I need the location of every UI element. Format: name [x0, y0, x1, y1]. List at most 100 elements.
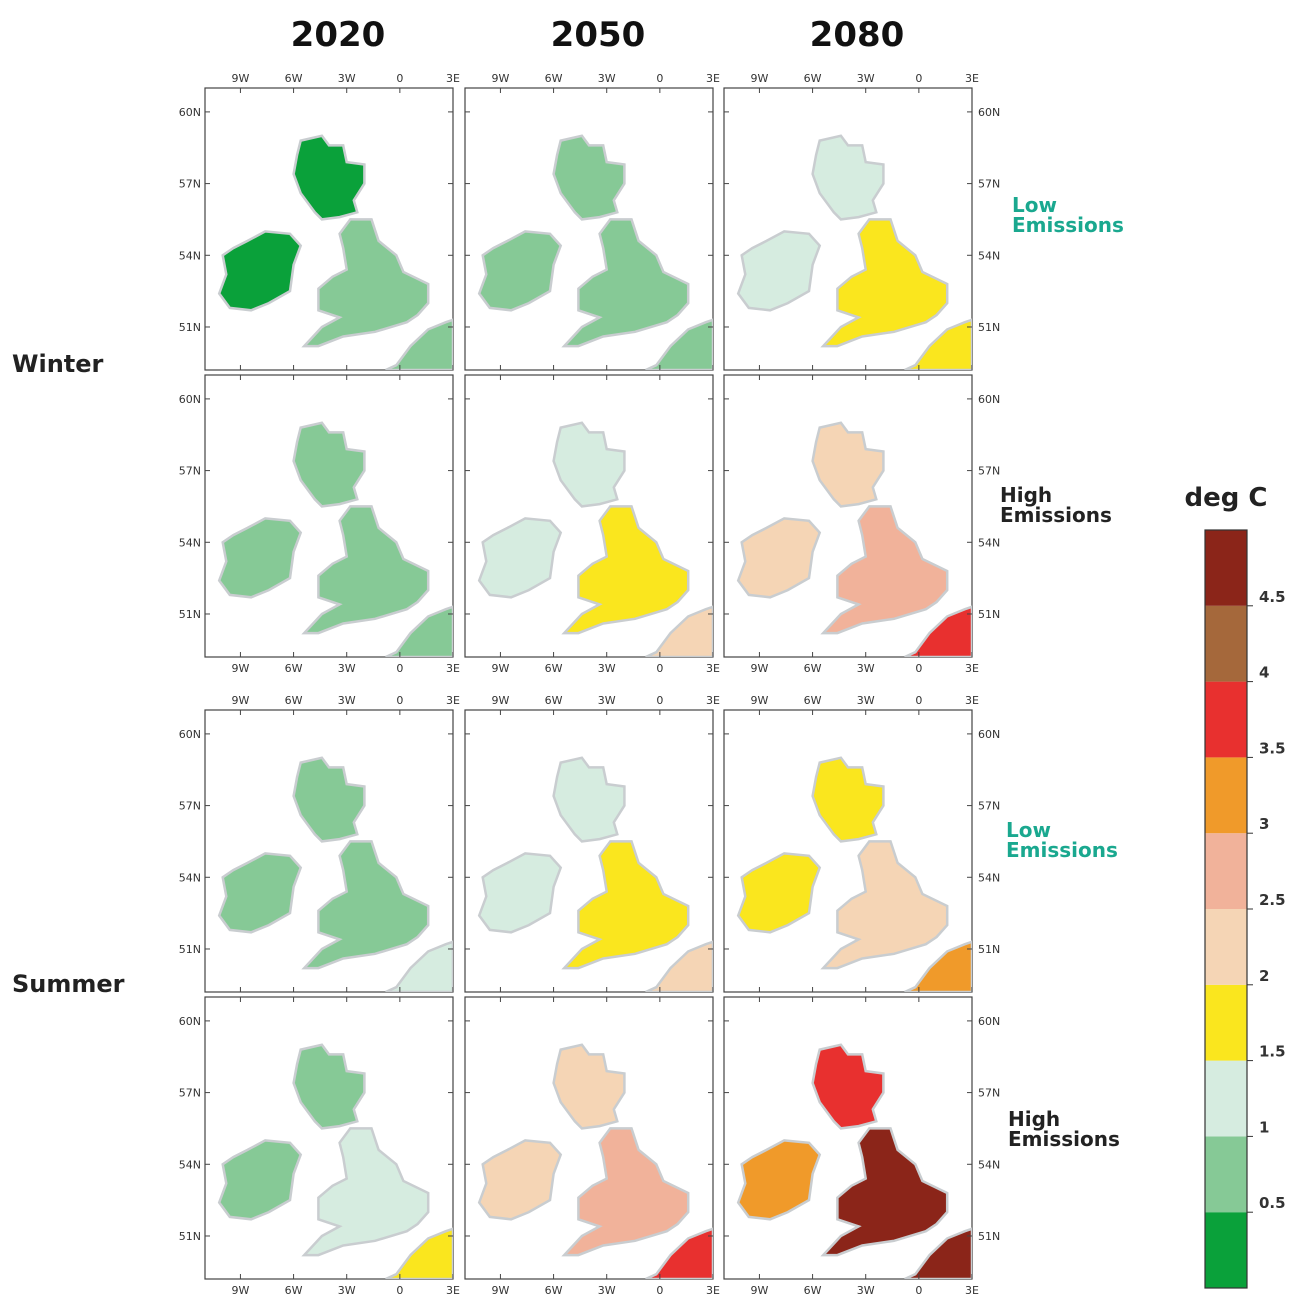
lon-tick-label: 3E [706, 72, 720, 85]
lon-tick-label: 3W [598, 694, 616, 707]
lat-tick-label: 51N [179, 943, 201, 956]
colorbar-tick-label: 3.5 [1259, 739, 1286, 757]
lat-tick-label: 57N [978, 1087, 1000, 1100]
lon-tick-label: 6W [285, 72, 303, 85]
year-titles: 2020 2050 2080 [291, 15, 905, 55]
region-scotland [811, 134, 885, 221]
region-scotland [552, 756, 626, 843]
lat-tick-label: 51N [978, 1230, 1000, 1243]
column-title-2020: 2020 [291, 15, 386, 55]
lon-tick-label: 9W [231, 72, 249, 85]
map-panel-2020-row3: 9W 6W 3W 0 3E 60N 57N 54N 51N [179, 694, 460, 993]
lon-tick-label: 3W [338, 1284, 356, 1297]
region-england [301, 505, 430, 635]
lon-tick-label: 6W [285, 662, 303, 675]
lon-tick-label: 9W [750, 72, 768, 85]
colorbar-tick-label: 0.5 [1259, 1194, 1286, 1212]
lon-tick-label: 3E [965, 1284, 979, 1297]
lon-tick-label: 3W [857, 1284, 875, 1297]
scenario-label-row4-line2: Emissions [1008, 1127, 1120, 1151]
region-scotland [811, 421, 885, 508]
region-scotland [292, 421, 366, 508]
region-europe [645, 605, 713, 657]
scenario-labels: LowEmissionsHighEmissionsLowEmissionsHig… [1000, 193, 1124, 1151]
region-scotland [811, 756, 885, 843]
region-europe [645, 318, 713, 370]
region-ireland [217, 230, 303, 312]
lat-tick-label: 60N [179, 1015, 201, 1028]
lon-tick-label: 3E [446, 1284, 460, 1297]
lon-tick-label: 9W [491, 662, 509, 675]
region-ireland [217, 1139, 303, 1221]
lon-tick-label: 3W [857, 662, 875, 675]
region-england [820, 218, 949, 348]
lat-tick-label: 54N [179, 871, 201, 884]
lon-tick-label: 6W [545, 72, 563, 85]
lon-tick-label: 6W [285, 694, 303, 707]
lon-tick-label: 9W [231, 1284, 249, 1297]
region-ireland [477, 230, 563, 312]
region-europe [385, 318, 453, 370]
map-panel-2080-row4: 9W 6W 3W 0 3E 60N 57N 54N 51N [723, 996, 1000, 1297]
scenario-label-row2-line2: Emissions [1000, 503, 1112, 527]
map-panel-2080-row1: 9W 6W 3W 0 3E 60N 57N 54N 51N [723, 72, 1000, 371]
colorbar-tick-label: 4.5 [1259, 588, 1286, 606]
lat-tick-label: 54N [978, 249, 1000, 262]
lat-tick-label: 57N [978, 800, 1000, 813]
colorbar-bin [1205, 833, 1247, 909]
region-europe [904, 940, 972, 992]
region-ireland [736, 230, 822, 312]
colorbar-bin [1205, 909, 1247, 985]
lon-tick-label: 6W [285, 1284, 303, 1297]
region-scotland [811, 1043, 885, 1130]
colorbar-bin [1205, 1212, 1247, 1288]
lat-tick-label: 57N [978, 465, 1000, 478]
colorbar-tick-label: 4 [1259, 664, 1269, 682]
scenario-label-row3-line1: Low [1006, 818, 1051, 842]
region-europe [385, 1227, 453, 1279]
colorbar-tick-label: 3 [1259, 815, 1269, 833]
lat-tick-label: 60N [978, 106, 1000, 119]
lat-tick-label: 51N [978, 943, 1000, 956]
lon-tick-label: 3E [965, 72, 979, 85]
colorbar-tick-label: 2 [1259, 967, 1269, 985]
lat-tick-label: 51N [978, 608, 1000, 621]
map-panel-2020-row1: 9W 6W 3W 0 3E 60N 57N 54N 51N [179, 72, 460, 371]
map-panel-2020-row2: 9W 6W 3W 0 3E 60N 57N 54N 51N [179, 374, 460, 675]
colorbar-bin [1205, 530, 1247, 606]
lat-tick-label: 51N [179, 1230, 201, 1243]
region-scotland [552, 1043, 626, 1130]
lat-tick-label: 51N [978, 321, 1000, 334]
lon-tick-label: 0 [396, 1284, 403, 1297]
region-scotland [552, 134, 626, 221]
map-panel-2050-row4: 9W 6W 3W 0 3E [464, 996, 720, 1297]
region-europe [385, 940, 453, 992]
map-panel-2020-row4: 9W 6W 3W 0 3E 60N 57N 54N 51N [179, 996, 460, 1297]
map-panel-2080-row3: 9W 6W 3W 0 3E 60N 57N 54N 51N [723, 694, 1000, 993]
region-ireland [736, 517, 822, 599]
lat-tick-label: 54N [179, 249, 201, 262]
lat-tick-label: 60N [179, 728, 201, 741]
lon-tick-label: 0 [396, 694, 403, 707]
map-panel-2050-row1: 9W 6W 3W 0 3E [464, 72, 720, 371]
region-europe [385, 605, 453, 657]
lon-tick-label: 0 [656, 694, 663, 707]
colorbar-legend: deg C 0.5 1 1.5 2 2.5 3 3.5 4 4.5 [1185, 483, 1286, 1289]
colorbar-bin [1205, 681, 1247, 758]
lon-tick-label: 9W [750, 1284, 768, 1297]
lat-tick-label: 54N [978, 871, 1000, 884]
region-england [301, 1127, 430, 1257]
lat-tick-label: 57N [179, 465, 201, 478]
lon-tick-label: 0 [656, 1284, 663, 1297]
lon-tick-label: 0 [656, 72, 663, 85]
lon-tick-label: 9W [491, 1284, 509, 1297]
lon-tick-label: 3E [965, 694, 979, 707]
lat-tick-label: 54N [978, 536, 1000, 549]
lon-tick-label: 3W [338, 72, 356, 85]
lon-tick-label: 3W [598, 72, 616, 85]
region-europe [904, 1227, 972, 1279]
region-england [561, 1127, 690, 1257]
column-title-2050: 2050 [551, 15, 646, 55]
region-england [301, 840, 430, 970]
